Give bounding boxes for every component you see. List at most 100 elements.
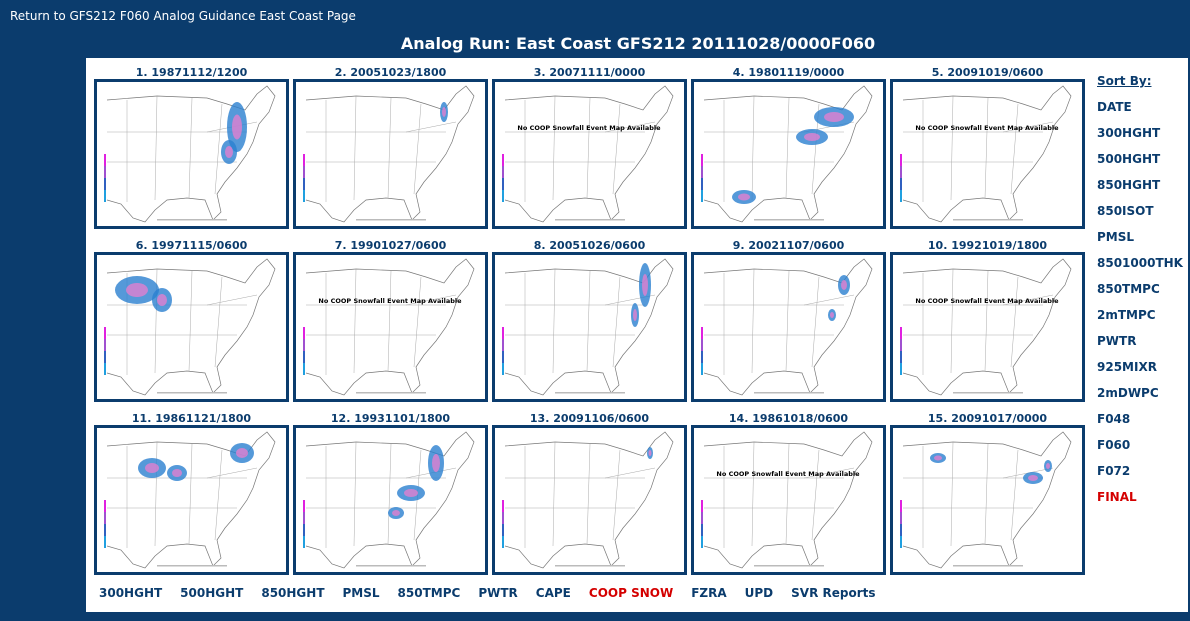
legend-swatch — [502, 166, 504, 178]
state-line — [803, 294, 855, 306]
nav-link[interactable]: 850HGHT — [261, 586, 325, 600]
legend-swatch — [900, 363, 902, 375]
map-frame[interactable] — [492, 425, 687, 575]
sort-option[interactable]: F060 — [1097, 438, 1131, 452]
map-label: 5. 20091019/0600 — [931, 66, 1044, 79]
map-label: 15. 20091017/0000 — [927, 412, 1048, 425]
legend-swatch — [104, 524, 106, 536]
no-map-message: No COOP Snowfall Event Map Available — [517, 124, 661, 132]
map-label: 9. 20021107/0600 — [732, 239, 845, 252]
map-image — [303, 85, 475, 223]
snow-area — [648, 450, 652, 456]
sort-option[interactable]: 500HGHT — [1097, 152, 1161, 166]
state-line — [1010, 276, 1019, 368]
snow-area — [172, 469, 182, 477]
state-line — [803, 467, 855, 479]
state-line — [188, 270, 193, 372]
nav-link[interactable]: 500HGHT — [180, 586, 244, 600]
no-map-message: No COOP Snowfall Event Map Available — [915, 124, 1059, 132]
footer-text — [157, 392, 227, 394]
map-frame[interactable] — [691, 79, 886, 229]
nav-link[interactable]: UPD — [744, 586, 774, 600]
nav-link[interactable]: 850TMPC — [397, 586, 461, 600]
nav-link[interactable]: PMSL — [342, 586, 380, 600]
map-frame[interactable] — [94, 252, 289, 402]
nav-link[interactable]: COOP SNOW — [588, 586, 674, 600]
legend-swatch — [900, 512, 902, 524]
snow-area — [934, 455, 942, 461]
sort-option[interactable]: PMSL — [1097, 230, 1135, 244]
nav-link[interactable]: FZRA — [691, 586, 727, 600]
return-link[interactable]: Return to GFS212 F060 Analog Guidance Ea… — [10, 9, 356, 23]
sort-option[interactable]: 300HGHT — [1097, 126, 1161, 140]
footer-text — [555, 219, 625, 221]
map-label: 13. 20091106/0600 — [529, 412, 650, 425]
legend-swatch — [701, 166, 703, 178]
footer-text — [754, 392, 824, 394]
map-frame[interactable] — [94, 425, 289, 575]
sort-option[interactable]: PWTR — [1097, 334, 1137, 348]
sort-option[interactable]: F072 — [1097, 464, 1131, 478]
map-label: 8. 20051026/0600 — [533, 239, 646, 252]
map-label: 12. 19931101/1800 — [330, 412, 451, 425]
state-line — [214, 103, 223, 195]
map-frame[interactable]: No COOP Snowfall Event Map Available — [293, 252, 488, 402]
map-frame[interactable] — [691, 252, 886, 402]
sort-option[interactable]: 850HGHT — [1097, 178, 1161, 192]
sort-option[interactable]: 850ISOT — [1097, 204, 1154, 218]
map-frame[interactable]: No COOP Snowfall Event Map Available — [890, 79, 1085, 229]
sort-option[interactable]: F048 — [1097, 412, 1131, 426]
state-line — [387, 443, 392, 545]
map-frame[interactable] — [890, 425, 1085, 575]
sort-option[interactable]: 925MIXR — [1097, 360, 1157, 374]
snow-area — [824, 112, 844, 122]
snow-area — [392, 510, 400, 516]
state-line — [206, 294, 258, 306]
legend-swatch — [104, 190, 106, 202]
legend-swatch — [303, 190, 305, 202]
state-line — [785, 270, 790, 372]
sort-option[interactable]: DATE — [1097, 100, 1132, 114]
state-line — [413, 103, 422, 195]
snow-area — [232, 114, 242, 140]
map-frame[interactable] — [492, 252, 687, 402]
legend-swatch — [701, 500, 703, 512]
sort-option[interactable]: FINAL — [1097, 490, 1137, 504]
nav-link[interactable]: PWTR — [478, 586, 518, 600]
sort-option[interactable]: 2mDWPC — [1097, 386, 1159, 400]
nav-link[interactable]: 300HGHT — [99, 586, 163, 600]
no-map-message: No COOP Snowfall Event Map Available — [318, 297, 462, 305]
map-frame[interactable]: No COOP Snowfall Event Map Available — [691, 425, 886, 575]
state-line — [353, 441, 357, 547]
legend-swatch — [900, 351, 902, 363]
snow-area — [145, 463, 159, 473]
legend-swatch — [502, 327, 504, 339]
footer-text — [356, 219, 426, 221]
state-line — [811, 449, 820, 541]
legend-swatch — [701, 339, 703, 351]
state-line — [1002, 294, 1054, 306]
legend-swatch — [701, 524, 703, 536]
map-frame[interactable]: No COOP Snowfall Event Map Available — [890, 252, 1085, 402]
state-line — [387, 97, 392, 199]
map-frame[interactable] — [94, 79, 289, 229]
state-outline — [902, 258, 1072, 396]
map-frame[interactable] — [293, 79, 488, 229]
nav-link[interactable]: CAPE — [535, 586, 571, 600]
map-frame[interactable]: No COOP Snowfall Event Map Available — [492, 79, 687, 229]
snow-area — [633, 309, 637, 321]
state-line — [984, 270, 989, 372]
sort-option[interactable]: 2mTMPC — [1097, 308, 1156, 322]
sort-option[interactable]: 8501000THK — [1097, 256, 1183, 270]
legend-swatch — [303, 166, 305, 178]
footer-text — [953, 565, 1023, 567]
sort-option[interactable]: 850TMPC — [1097, 282, 1160, 296]
legend-swatch — [104, 327, 106, 339]
legend-swatch — [900, 327, 902, 339]
legend-swatch — [502, 339, 504, 351]
state-line — [785, 443, 790, 545]
legend-swatch — [104, 339, 106, 351]
state-line — [612, 449, 621, 541]
nav-link[interactable]: SVR Reports — [791, 586, 876, 600]
map-frame[interactable] — [293, 425, 488, 575]
